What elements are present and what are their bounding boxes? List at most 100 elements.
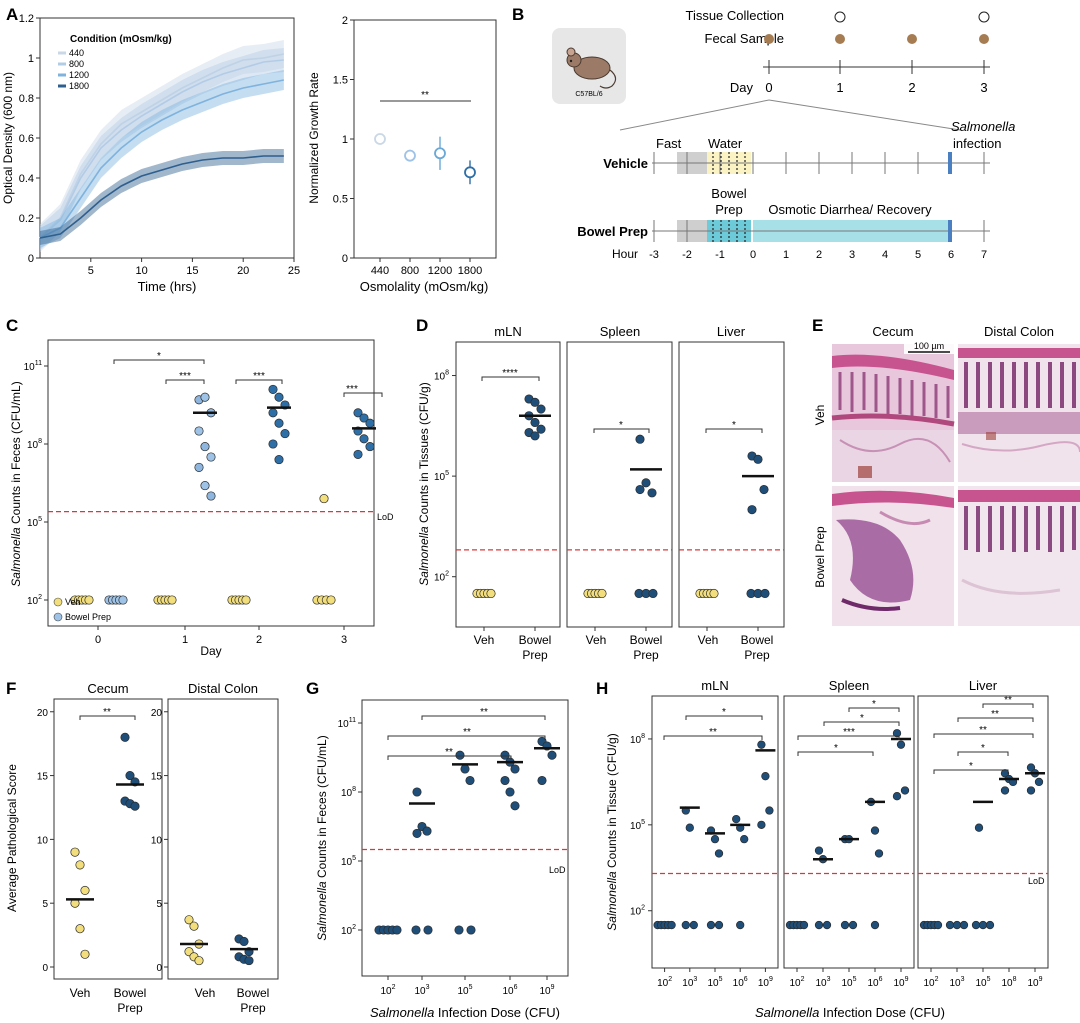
h-point-mLN bbox=[740, 835, 749, 844]
h-xtick-label: 109 bbox=[1027, 976, 1042, 989]
d-bp-point-Liver bbox=[759, 484, 769, 495]
c-legend-veh: Veh bbox=[65, 597, 81, 607]
h-xtick-label-base: 10 bbox=[815, 978, 827, 989]
f-ytick-label: 20 bbox=[37, 708, 49, 719]
h-point-mLN bbox=[681, 920, 690, 930]
h-subtitle-spleen: Spleen bbox=[829, 678, 869, 693]
h-xtick-label-exp: 3 bbox=[827, 976, 831, 983]
c-veh-point bbox=[319, 494, 329, 504]
f-veh-point bbox=[70, 847, 80, 857]
h-point-Spleen bbox=[896, 740, 906, 749]
a-line-440 bbox=[39, 53, 284, 239]
a-left-ytick-label: 0.2 bbox=[19, 213, 34, 225]
c-veh-point bbox=[326, 595, 336, 605]
b-hour-tick--2: -2 bbox=[682, 249, 692, 261]
d-bp-point-mLN bbox=[530, 431, 540, 441]
b-hour-tick-6: 6 bbox=[948, 249, 954, 261]
g-xtick-label-base: 10 bbox=[457, 986, 469, 997]
h-ytick-label: 105 bbox=[630, 819, 645, 832]
c-ytick-label-base: 10 bbox=[24, 362, 36, 373]
g-point bbox=[510, 801, 520, 811]
f-bp-point bbox=[239, 936, 249, 947]
f-ytick-label: 15 bbox=[37, 772, 49, 783]
h-point-Spleen bbox=[848, 920, 858, 930]
h-sig-spleen-1: * bbox=[860, 713, 864, 724]
h-point-Spleen bbox=[799, 920, 809, 930]
h-xtick-label-exp: 9 bbox=[769, 976, 773, 983]
h-xtick-label-base: 10 bbox=[893, 978, 905, 989]
f-ytick-label: 15 bbox=[151, 772, 163, 783]
h-xtick-label-exp: 3 bbox=[693, 976, 697, 983]
a-line-800 bbox=[39, 59, 284, 239]
d-x-bp1-spleen: Bowel bbox=[630, 633, 663, 647]
a-line-1800 bbox=[39, 155, 284, 239]
h-xtick-label-base: 10 bbox=[867, 978, 879, 989]
c-xtick-label: 1 bbox=[182, 634, 188, 646]
c-bp-point bbox=[206, 452, 216, 462]
h-point-Liver bbox=[971, 920, 981, 930]
a-right-xlabel: Osmolality (mOsm/kg) bbox=[360, 279, 489, 294]
panel-letter-f: F bbox=[6, 679, 16, 698]
d-ylabel-italic: Salmonella bbox=[417, 526, 431, 586]
a-right-xtick-label: 1800 bbox=[458, 265, 482, 277]
f-marks: 0 5 10 15 20 0 5 10 15 20 bbox=[37, 708, 258, 974]
c-xlabel: Day bbox=[200, 644, 221, 658]
h-xlabel-italic: Salmonella bbox=[755, 1005, 819, 1020]
panel-e-histology: Cecum Distal Colon Veh Bowel Prep bbox=[813, 324, 1080, 626]
a-right-sig-label: ** bbox=[421, 90, 429, 101]
b-fecal-label: Fecal Sample bbox=[705, 31, 784, 46]
panel-letter-d: D bbox=[416, 316, 428, 335]
h-xlabel-rest: Infection Dose (CFU) bbox=[819, 1005, 945, 1020]
a-left-xtick-label: 5 bbox=[88, 265, 94, 277]
g-point bbox=[412, 828, 422, 838]
b-hour-axis: Hour -3 -2 -1 0 1 2 3 4 5 6 7 bbox=[612, 247, 987, 261]
g-xtick-label-base: 10 bbox=[380, 986, 392, 997]
c-bp-point bbox=[353, 408, 363, 418]
d-ytick-label: 108 bbox=[434, 370, 449, 383]
h-lod-label: LoD bbox=[1028, 876, 1045, 886]
d-veh-point-mLN bbox=[486, 588, 496, 599]
f-veh-point bbox=[189, 921, 199, 931]
a-band-1800 bbox=[40, 149, 284, 245]
e-row-veh: Veh bbox=[813, 405, 827, 426]
d-subtitle-spleen: Spleen bbox=[600, 324, 640, 339]
b-bowel-prep-bottom: Prep bbox=[715, 202, 742, 217]
h-point-Liver bbox=[952, 920, 962, 930]
b-mouse-badge: C57BL/6 bbox=[552, 28, 626, 104]
h-xtick-label-base: 10 bbox=[1027, 978, 1039, 989]
h-point-Liver bbox=[974, 823, 984, 832]
c-bp-point bbox=[365, 418, 375, 428]
h-xtick-label-exp: 9 bbox=[905, 976, 909, 983]
h-point-Liver bbox=[978, 920, 988, 930]
b-day-tick-0: 0 bbox=[765, 80, 772, 95]
g-sig-1: ** bbox=[463, 727, 471, 738]
f-x-veh-distal: Veh bbox=[195, 986, 216, 1000]
h-xtick-label: 103 bbox=[949, 976, 964, 989]
e-image-cecum-veh bbox=[831, 344, 955, 482]
h-sig-spleen-3: * bbox=[834, 743, 838, 754]
h-xtick-label-base: 10 bbox=[758, 978, 770, 989]
d-ytick-label-exp: 2 bbox=[445, 571, 449, 578]
a-right-ytick-label: 0.5 bbox=[333, 194, 348, 206]
e-scale-bar: 100 µm bbox=[904, 340, 954, 354]
h-xtick-label: 106 bbox=[867, 976, 882, 989]
b-hour-tick-3: 3 bbox=[849, 249, 855, 261]
g-point bbox=[537, 775, 547, 786]
a-left-xtick-label: 25 bbox=[288, 265, 300, 277]
a-left-ytick-label: 0 bbox=[28, 253, 34, 265]
h-point-mLN bbox=[765, 806, 774, 815]
d-x-bp2-mln: Prep bbox=[522, 648, 548, 662]
g-xtick-label: 106 bbox=[502, 984, 517, 997]
f-sig-label: ** bbox=[103, 707, 111, 718]
h-ytick-label-exp: 2 bbox=[641, 905, 645, 912]
g-xtick-label-exp: 2 bbox=[392, 984, 396, 991]
h-point-mLN bbox=[736, 920, 745, 930]
d-bp-point-Spleen bbox=[647, 488, 657, 498]
g-point bbox=[500, 775, 510, 786]
g-ytick-label-base: 10 bbox=[338, 719, 350, 730]
b-hour-tick-1: 1 bbox=[783, 249, 789, 261]
h-xtick-label-base: 10 bbox=[841, 978, 853, 989]
